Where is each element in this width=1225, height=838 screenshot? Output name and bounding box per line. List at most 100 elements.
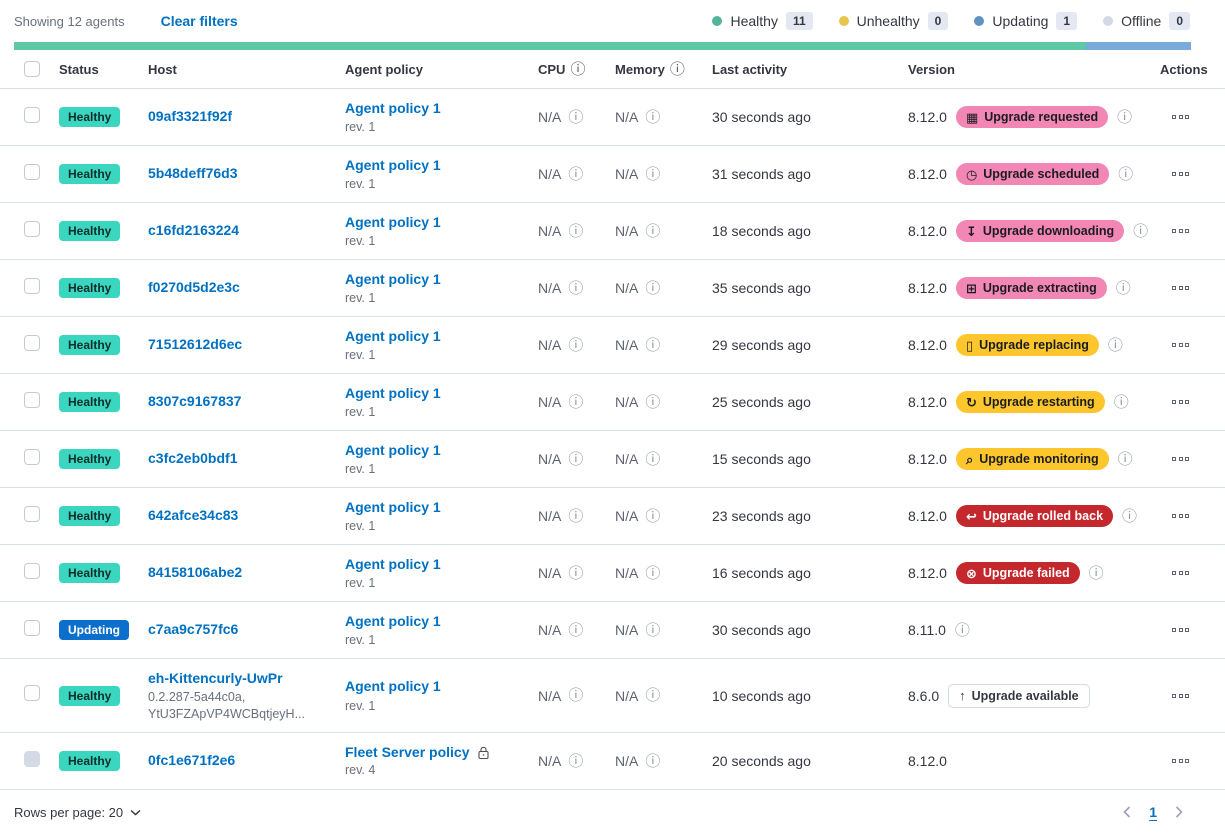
upgrade-info-icon[interactable]: ⓘ [1088, 563, 1104, 582]
row-checkbox[interactable] [24, 163, 40, 180]
col-version: Version [908, 61, 955, 77]
memory-na-info-icon[interactable]: ⓘ [645, 392, 661, 411]
previous-page-button[interactable] [1121, 804, 1133, 820]
row-checkbox[interactable] [24, 334, 40, 351]
cpu-na-info-icon[interactable]: ⓘ [568, 278, 584, 297]
cpu-na-info-icon[interactable]: ⓘ [568, 686, 584, 704]
row-actions-button[interactable] [1170, 166, 1191, 182]
memory-na-info-icon[interactable]: ⓘ [645, 563, 661, 582]
row-actions-button[interactable] [1170, 688, 1191, 704]
calendar-icon: ▦ [965, 109, 979, 125]
host-link[interactable]: 8307c9167837 [148, 393, 242, 410]
table-row: Healthy c16fd2163224 Agent policy 1 rev.… [0, 203, 1225, 260]
legend-unhealthy[interactable]: Unhealthy 0 [838, 12, 949, 30]
legend-healthy[interactable]: Healthy 11 [712, 12, 813, 30]
row-checkbox[interactable] [24, 448, 40, 465]
agent-policy-link[interactable]: Agent policy 1 [345, 213, 441, 230]
cpu-na-info-icon[interactable]: ⓘ [568, 449, 584, 468]
host-link[interactable]: 0fc1e671f2e6 [148, 752, 236, 769]
memory-na-info-icon[interactable]: ⓘ [645, 751, 661, 770]
cpu-na-info-icon[interactable]: ⓘ [568, 751, 584, 770]
row-actions-button[interactable] [1170, 508, 1191, 524]
upgrade-info-icon[interactable]: ⓘ [1115, 278, 1131, 297]
memory-na-info-icon[interactable]: ⓘ [645, 449, 661, 468]
cpu-na-info-icon[interactable]: ⓘ [568, 164, 584, 183]
select-all-checkbox[interactable] [24, 61, 40, 77]
memory-na-info-icon[interactable]: ⓘ [645, 164, 661, 183]
row-checkbox[interactable] [24, 106, 40, 123]
memory-na-info-icon[interactable]: ⓘ [645, 335, 661, 354]
row-actions-button[interactable] [1170, 451, 1191, 467]
cpu-na-info-icon[interactable]: ⓘ [568, 221, 584, 240]
row-checkbox[interactable] [24, 505, 40, 522]
agent-policy-link[interactable]: Agent policy 1 [345, 270, 441, 287]
agent-policy-link[interactable]: Agent policy 1 [345, 498, 441, 515]
row-checkbox[interactable] [24, 619, 40, 636]
memory-na-info-icon[interactable]: ⓘ [645, 506, 661, 525]
agent-policy-link[interactable]: Agent policy 1 [345, 555, 441, 572]
row-actions-button[interactable] [1170, 622, 1191, 638]
row-actions-button[interactable] [1170, 223, 1191, 239]
upgrade-info-icon[interactable]: ⓘ [1117, 107, 1133, 126]
host-link[interactable]: 642afce34c83 [148, 507, 239, 524]
row-actions-button[interactable] [1170, 337, 1191, 353]
row-checkbox[interactable] [24, 220, 40, 237]
cpu-value: N/A [538, 109, 562, 125]
host-link[interactable]: c7aa9c757fc6 [148, 621, 239, 638]
cpu-na-info-icon[interactable]: ⓘ [568, 563, 584, 582]
upgrade-info-icon[interactable]: ⓘ [1133, 221, 1149, 240]
host-link[interactable]: 71512612d6ec [148, 336, 243, 353]
host-link[interactable]: 84158106abe2 [148, 564, 243, 581]
cpu-na-info-icon[interactable]: ⓘ [568, 335, 584, 354]
rows-per-page-button[interactable]: Rows per page: 20 [14, 805, 141, 820]
upgrade-info-icon[interactable]: ⓘ [1113, 392, 1129, 411]
status-badge: Healthy [59, 107, 121, 127]
memory-na-info-icon[interactable]: ⓘ [645, 107, 661, 126]
agent-policy-link[interactable]: Agent policy 1 [345, 612, 441, 629]
memory-na-info-icon[interactable]: ⓘ [645, 686, 661, 704]
cpu-na-info-icon[interactable]: ⓘ [568, 107, 584, 126]
cpu-na-info-icon[interactable]: ⓘ [568, 392, 584, 411]
table-row: Healthy 71512612d6ec Agent policy 1 rev.… [0, 317, 1225, 374]
version-info-icon[interactable]: ⓘ [954, 620, 970, 639]
row-actions-button[interactable] [1170, 109, 1191, 125]
row-checkbox[interactable] [24, 562, 40, 579]
host-link[interactable]: f0270d5d2e3c [148, 279, 240, 296]
col-status: Status [59, 61, 99, 77]
row-actions-button[interactable] [1170, 565, 1191, 581]
agent-policy-link[interactable]: Agent policy 1 [345, 384, 441, 401]
host-link[interactable]: 09af3321f92f [148, 108, 233, 125]
clear-filters-link[interactable]: Clear filters [160, 13, 238, 29]
host-link[interactable]: c16fd2163224 [148, 222, 240, 239]
cpu-na-info-icon[interactable]: ⓘ [568, 620, 584, 639]
host-link[interactable]: c3fc2eb0bdf1 [148, 450, 238, 467]
memory-na-info-icon[interactable]: ⓘ [645, 278, 661, 297]
row-checkbox[interactable] [24, 685, 40, 701]
memory-na-info-icon[interactable]: ⓘ [645, 620, 661, 639]
agent-policy-link[interactable]: Agent policy 1 [345, 327, 441, 344]
agent-policy-link[interactable]: Agent policy 1 [345, 441, 441, 458]
cpu-na-info-icon[interactable]: ⓘ [568, 506, 584, 525]
cpu-info-icon[interactable]: ⓘ [570, 59, 586, 78]
row-checkbox[interactable] [24, 277, 40, 294]
upgrade-info-icon[interactable]: ⓘ [1122, 506, 1138, 525]
memory-na-info-icon[interactable]: ⓘ [645, 221, 661, 240]
agent-policy-link[interactable]: Agent policy 1 [345, 678, 441, 695]
row-actions-button[interactable] [1170, 394, 1191, 410]
page-number[interactable]: 1 [1149, 804, 1157, 820]
memory-info-icon[interactable]: ⓘ [669, 59, 685, 78]
row-actions-button[interactable] [1170, 753, 1191, 769]
legend-offline[interactable]: Offline 0 [1103, 12, 1190, 30]
row-actions-button[interactable] [1170, 280, 1191, 296]
row-checkbox[interactable] [24, 391, 40, 408]
agent-policy-link[interactable]: Fleet Server policy [345, 744, 470, 761]
upgrade-info-icon[interactable]: ⓘ [1107, 335, 1123, 354]
next-page-button[interactable] [1173, 804, 1185, 820]
host-link[interactable]: eh-Kittencurly-UwPr [148, 669, 283, 686]
agent-policy-link[interactable]: Agent policy 1 [345, 99, 441, 116]
agent-policy-link[interactable]: Agent policy 1 [345, 156, 441, 173]
upgrade-info-icon[interactable]: ⓘ [1117, 449, 1133, 468]
legend-updating[interactable]: Updating 1 [974, 12, 1078, 30]
host-link[interactable]: 5b48deff76d3 [148, 165, 238, 182]
upgrade-info-icon[interactable]: ⓘ [1118, 164, 1134, 183]
